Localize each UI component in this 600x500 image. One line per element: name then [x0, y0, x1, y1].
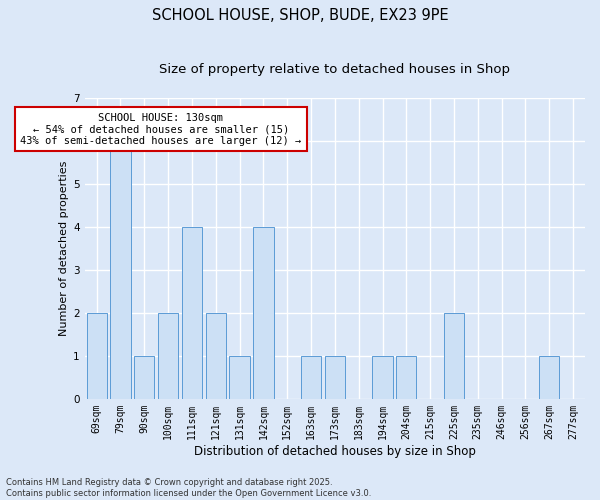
Text: Contains HM Land Registry data © Crown copyright and database right 2025.
Contai: Contains HM Land Registry data © Crown c… [6, 478, 371, 498]
Bar [253, 226, 274, 399]
Bar [373, 356, 392, 399]
Text: SCHOOL HOUSE, SHOP, BUDE, EX23 9PE: SCHOOL HOUSE, SHOP, BUDE, EX23 9PE [152, 8, 448, 22]
Bar [301, 356, 321, 399]
X-axis label: Distribution of detached houses by size in Shop: Distribution of detached houses by size … [194, 444, 476, 458]
Bar [206, 312, 226, 399]
Bar [444, 312, 464, 399]
Bar [182, 226, 202, 399]
Bar [134, 356, 154, 399]
Bar [86, 312, 107, 399]
Bar [229, 356, 250, 399]
Title: Size of property relative to detached houses in Shop: Size of property relative to detached ho… [160, 62, 511, 76]
Bar [325, 356, 345, 399]
Bar [539, 356, 559, 399]
Bar [158, 312, 178, 399]
Y-axis label: Number of detached properties: Number of detached properties [59, 160, 69, 336]
Text: SCHOOL HOUSE: 130sqm
← 54% of detached houses are smaller (15)
43% of semi-detac: SCHOOL HOUSE: 130sqm ← 54% of detached h… [20, 112, 302, 146]
Bar [396, 356, 416, 399]
Bar [110, 140, 131, 399]
